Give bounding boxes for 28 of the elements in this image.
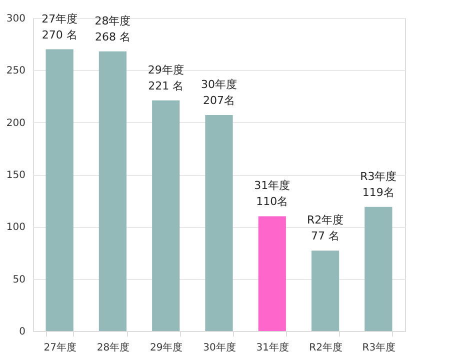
y-tick-label: 200 xyxy=(6,118,26,129)
bar xyxy=(98,51,127,331)
data-label: 27年度 270 名 xyxy=(42,12,78,42)
bar xyxy=(46,49,74,331)
bar xyxy=(152,100,180,331)
x-tick-label: 27年度 xyxy=(44,342,76,353)
y-tick-label: 100 xyxy=(6,222,26,234)
data-label: 29年度 221 名 xyxy=(148,63,184,92)
data-label: R3年度 119名 xyxy=(360,170,397,199)
data-label: R2年度 77 名 xyxy=(306,214,344,243)
y-tick-label: 0 xyxy=(19,326,26,338)
y-tick-label: 300 xyxy=(6,14,26,24)
x-tick-label: R2年度 xyxy=(309,342,342,353)
x-tick-label: 29年度 xyxy=(150,342,183,353)
y-tick-label: 50 xyxy=(12,274,26,286)
bar xyxy=(258,216,286,331)
bar xyxy=(205,115,233,331)
y-tick-label: 150 xyxy=(6,170,26,181)
data-label: 28年度 268 名 xyxy=(94,14,131,44)
x-tick-label: 31年度 xyxy=(256,342,290,353)
x-tick-label: 28年度 xyxy=(96,342,130,353)
x-tick-label: R3年度 xyxy=(362,342,396,353)
data-label: 30年度 207名 xyxy=(201,78,237,108)
bar xyxy=(311,250,340,331)
bar xyxy=(364,206,392,331)
x-tick-label: 30年度 xyxy=(203,342,236,353)
y-tick-label: 250 xyxy=(6,66,26,77)
data-label: 31年度 110名 xyxy=(254,179,290,208)
